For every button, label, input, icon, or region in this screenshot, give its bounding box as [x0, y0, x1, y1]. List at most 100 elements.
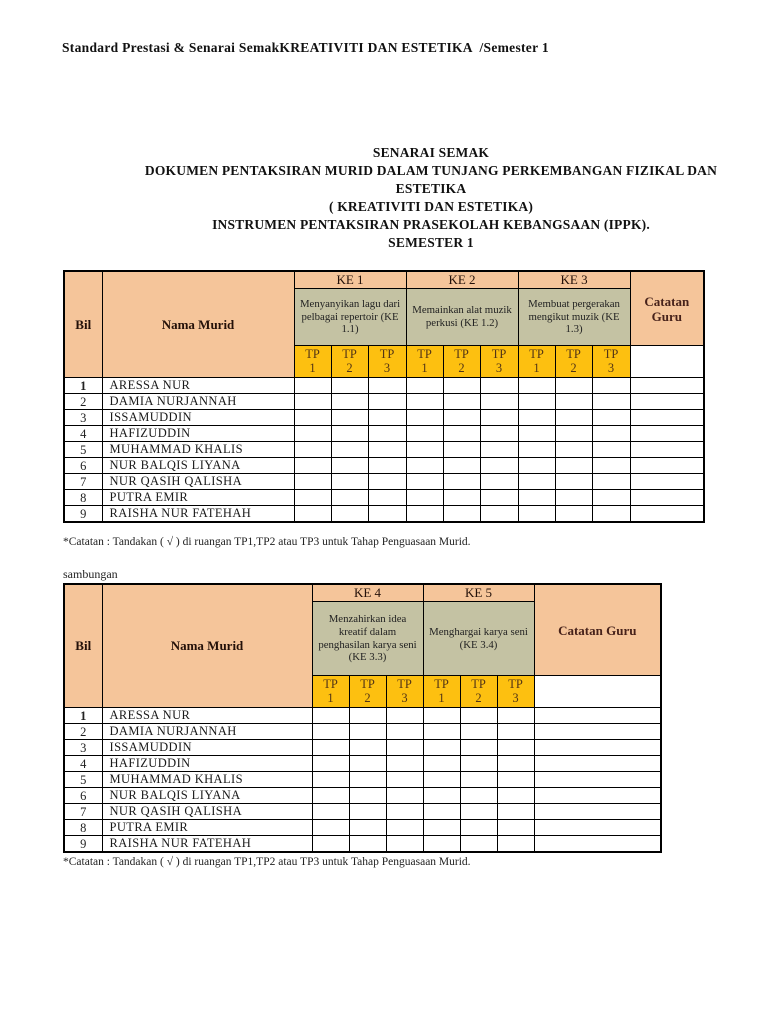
mark-cell: [405, 425, 444, 442]
mark-cell: [422, 723, 461, 740]
mark-cell: [422, 739, 461, 756]
table-row: 9 RAISHA NUR FATEHAH: [63, 835, 662, 853]
mark-cell: [496, 723, 535, 740]
mark-cell: [442, 377, 481, 394]
mark-cell: [459, 771, 498, 788]
mark-cell: [330, 489, 369, 506]
mark-cell: [459, 755, 498, 772]
mark-cell: [311, 835, 350, 853]
mark-cell: [405, 489, 444, 506]
mark-cell: [479, 473, 519, 490]
mark-cell: [591, 473, 631, 490]
mark-cell: [367, 409, 407, 426]
mark-cell: [385, 723, 424, 740]
mark-cell: [554, 425, 593, 442]
mark-cell: [591, 441, 631, 458]
mark-cell: [496, 835, 535, 853]
mark-cell: [459, 723, 498, 740]
mark-cell: [293, 441, 332, 458]
mark-cell: [422, 803, 461, 820]
ke1-description: Menyanyikan lagu dari pelbagai repertoir…: [293, 288, 407, 346]
mark-cell: [367, 473, 407, 490]
mark-cell: [554, 505, 593, 523]
mark-cell: [591, 489, 631, 506]
note-cell: [629, 489, 705, 506]
tp3-header: TP 3: [367, 345, 407, 378]
ke3-description: Membuat pergerakan mengikut muzik (KE 1.…: [517, 288, 631, 346]
mark-cell: [459, 707, 498, 724]
note-cell: [629, 473, 705, 490]
mark-cell: [554, 377, 593, 394]
mark-cell: [554, 393, 593, 410]
mark-cell: [311, 787, 350, 804]
mark-cell: [330, 441, 369, 458]
mark-cell: [442, 409, 481, 426]
mark-cell: [479, 441, 519, 458]
note-cell: [533, 739, 662, 756]
mark-cell: [496, 803, 535, 820]
mark-cell: [459, 739, 498, 756]
mark-cell: [311, 723, 350, 740]
assessment-table-semester1: Bil Nama Murid KE 1 KE 2 KE 3 Catatan Gu…: [63, 270, 706, 523]
title-line: SEMESTER 1: [388, 235, 474, 250]
table-row: 1 ARESSA NUR: [63, 377, 705, 394]
mark-cell: [311, 707, 350, 724]
mark-cell: [591, 393, 631, 410]
note-cell: [629, 409, 705, 426]
mark-cell: [385, 835, 424, 853]
mark-cell: [348, 723, 387, 740]
mark-cell: [348, 707, 387, 724]
table-row: 7 NUR QASIH QALISHA: [63, 803, 662, 820]
catatan-blank-cell: [629, 345, 705, 378]
bil-header: Bil: [63, 583, 103, 708]
mark-cell: [348, 819, 387, 836]
mark-cell: [479, 505, 519, 523]
mark-cell: [479, 377, 519, 394]
mark-cell: [554, 409, 593, 426]
mark-cell: [517, 457, 556, 474]
note-cell: [629, 377, 705, 394]
mark-cell: [405, 473, 444, 490]
mark-cell: [405, 409, 444, 426]
mark-cell: [385, 819, 424, 836]
tp1-header: TP 1: [422, 675, 461, 708]
mark-cell: [591, 457, 631, 474]
nama-murid-header: Nama Murid: [101, 583, 313, 708]
mark-cell: [367, 377, 407, 394]
mark-cell: [330, 409, 369, 426]
mark-cell: [479, 425, 519, 442]
note-cell: [533, 819, 662, 836]
mark-cell: [422, 755, 461, 772]
mark-cell: [405, 457, 444, 474]
ke1-header: KE 1: [293, 270, 407, 289]
tp2-header: TP 2: [442, 345, 481, 378]
mark-cell: [367, 425, 407, 442]
footnote: *Catatan : Tandakan ( √ ) di ruangan TP1…: [63, 536, 471, 548]
ke4-description: Menzahirkan idea kreatif dalam penghasil…: [311, 601, 424, 676]
mark-cell: [459, 803, 498, 820]
mark-cell: [554, 441, 593, 458]
table-row: 5 MUHAMMAD KHALIS: [63, 771, 662, 788]
tp3-header: TP 3: [479, 345, 519, 378]
tp3-header: TP 3: [591, 345, 631, 378]
mark-cell: [479, 393, 519, 410]
mark-cell: [348, 755, 387, 772]
note-cell: [629, 425, 705, 442]
table-row: 2 DAMIA NURJANNAH: [63, 393, 705, 410]
ke3-header: KE 3: [517, 270, 631, 289]
table-row: 9 RAISHA NUR FATEHAH: [63, 505, 705, 523]
mark-cell: [385, 755, 424, 772]
mark-cell: [459, 819, 498, 836]
mark-cell: [293, 505, 332, 523]
mark-cell: [496, 771, 535, 788]
note-cell: [629, 457, 705, 474]
mark-cell: [422, 787, 461, 804]
catatan-guru-header: Catatan Guru: [533, 583, 662, 676]
mark-cell: [311, 803, 350, 820]
mark-cell: [496, 739, 535, 756]
mark-cell: [293, 425, 332, 442]
mark-cell: [293, 393, 332, 410]
mark-cell: [496, 787, 535, 804]
ke4-header: KE 4: [311, 583, 424, 602]
mark-cell: [554, 489, 593, 506]
